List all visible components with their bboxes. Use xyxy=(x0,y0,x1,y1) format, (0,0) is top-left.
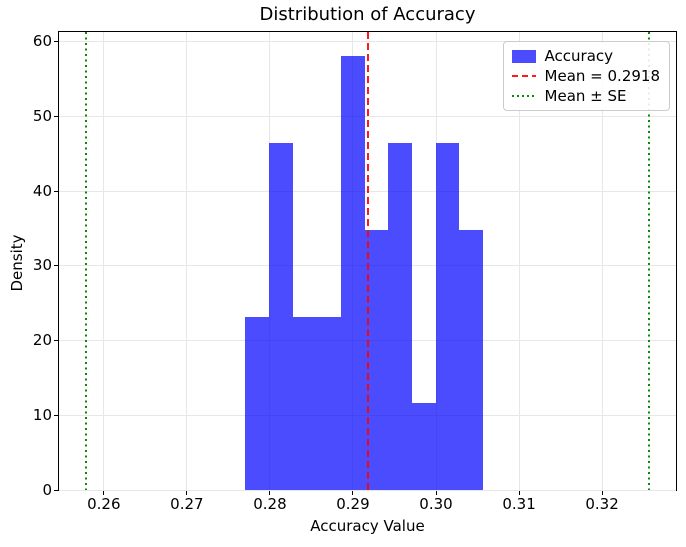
histogram-bar xyxy=(245,316,270,490)
legend-label-se: Mean ± SE xyxy=(544,87,627,105)
x-tick-label: 0.32 xyxy=(585,495,619,513)
x-tick-label: 0.27 xyxy=(170,495,204,513)
x-tick xyxy=(269,491,271,495)
y-tick-label: 40 xyxy=(32,181,52,200)
y-tick xyxy=(54,340,58,342)
x-gridline xyxy=(518,32,520,490)
histogram-bar xyxy=(269,142,294,490)
mean-line xyxy=(366,32,369,490)
x-tick xyxy=(352,491,354,495)
x-gridline xyxy=(103,32,105,490)
x-tick xyxy=(103,491,105,495)
y-tick-label: 50 xyxy=(32,106,52,125)
histogram-bar xyxy=(340,55,365,490)
legend-mean-dashed-line-icon xyxy=(511,75,536,77)
y-gridline xyxy=(59,489,676,491)
legend-accuracy-patch-icon xyxy=(511,49,536,63)
plot-area: Accuracy Mean = 0.2918 Mean ± SE xyxy=(58,31,677,491)
y-tick-label: 30 xyxy=(32,256,52,275)
legend-entry-mean: Mean = 0.2918 xyxy=(511,67,660,85)
y-tick xyxy=(54,414,58,416)
y-tick xyxy=(54,41,58,43)
histogram-bar xyxy=(436,142,460,490)
y-tick xyxy=(54,489,58,491)
y-tick-label: 0 xyxy=(42,480,52,499)
x-tick-label: 0.31 xyxy=(502,495,536,513)
x-tick xyxy=(601,491,603,495)
x-tick-label: 0.30 xyxy=(419,495,453,513)
se-line xyxy=(84,32,87,490)
y-tick xyxy=(54,265,58,267)
x-tick xyxy=(186,491,188,495)
histogram-bar xyxy=(387,142,412,490)
legend-entry-accuracy: Accuracy xyxy=(511,47,660,65)
histogram-bars xyxy=(59,32,676,490)
histogram-bar xyxy=(411,403,436,490)
legend-se-dotted-line-icon xyxy=(511,95,536,97)
histogram-bar xyxy=(364,229,388,490)
y-tick xyxy=(54,190,58,192)
y-tick-label: 10 xyxy=(32,405,52,424)
x-gridline xyxy=(186,32,188,490)
legend: Accuracy Mean = 0.2918 Mean ± SE xyxy=(502,41,670,111)
legend-label-accuracy: Accuracy xyxy=(544,47,614,65)
x-tick xyxy=(518,491,520,495)
histogram-bar xyxy=(293,316,317,490)
x-tick-label: 0.26 xyxy=(87,495,121,513)
y-tick-label: 20 xyxy=(32,331,52,350)
se-line xyxy=(647,32,650,490)
reference-lines xyxy=(59,32,676,490)
legend-label-mean: Mean = 0.2918 xyxy=(544,67,660,85)
x-tick-label: 0.29 xyxy=(336,495,370,513)
y-tick xyxy=(54,115,58,117)
x-gridline xyxy=(601,32,603,490)
chart-title: Distribution of Accuracy xyxy=(259,4,476,25)
legend-entry-se: Mean ± SE xyxy=(511,87,660,105)
x-axis-label: Accuracy Value xyxy=(310,517,425,535)
histogram-bar xyxy=(316,316,341,490)
histogram-bar xyxy=(459,229,484,490)
y-tick-label: 60 xyxy=(32,32,52,51)
x-tick-label: 0.28 xyxy=(253,495,287,513)
x-tick xyxy=(435,491,437,495)
